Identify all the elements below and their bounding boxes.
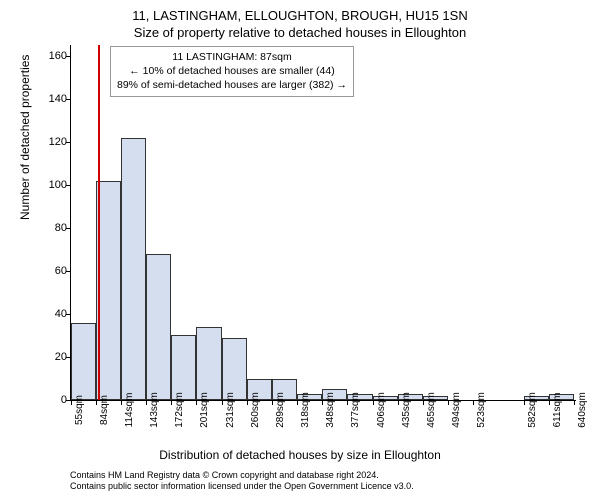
xtick-mark xyxy=(549,400,550,405)
xtick-label: 201sqm xyxy=(199,392,210,428)
xtick-label: 348sqm xyxy=(325,392,336,428)
histogram-bar xyxy=(196,327,222,400)
xtick-mark xyxy=(146,400,147,405)
ytick-label: 100 xyxy=(43,179,67,191)
xtick-mark xyxy=(448,400,449,405)
chart-area: 02040608010012014016055sqm84sqm114sqm143… xyxy=(70,45,575,400)
xtick-label: 435sqm xyxy=(401,392,412,428)
title-sub: Size of property relative to detached ho… xyxy=(0,23,600,40)
footer-attribution: Contains HM Land Registry data © Crown c… xyxy=(70,470,414,492)
xtick-label: 289sqm xyxy=(275,392,286,428)
xtick-label: 172sqm xyxy=(174,392,185,428)
xtick-mark xyxy=(272,400,273,405)
histogram-bar xyxy=(71,323,96,400)
xtick-label: 494sqm xyxy=(451,392,462,428)
xtick-mark xyxy=(247,400,248,405)
xtick-label: 114sqm xyxy=(124,393,135,428)
xtick-label: 465sqm xyxy=(426,392,437,428)
histogram-bar xyxy=(96,181,121,400)
x-axis-label: Distribution of detached houses by size … xyxy=(0,448,600,462)
annotation-box: 11 LASTINGHAM: 87sqm ← 10% of detached h… xyxy=(110,46,354,97)
histogram-bar xyxy=(121,138,146,400)
xtick-mark xyxy=(222,400,223,405)
xtick-label: 611sqm xyxy=(552,393,563,428)
histogram-bar xyxy=(171,335,196,400)
property-marker-line xyxy=(98,45,100,400)
ytick-label: 60 xyxy=(43,265,67,277)
xtick-mark xyxy=(373,400,374,405)
xtick-label: 318sqm xyxy=(300,392,311,428)
xtick-mark xyxy=(96,400,97,405)
xtick-mark xyxy=(71,400,72,405)
chart-container: 11, LASTINGHAM, ELLOUGHTON, BROUGH, HU15… xyxy=(0,0,600,500)
xtick-label: 406sqm xyxy=(376,392,387,428)
title-main: 11, LASTINGHAM, ELLOUGHTON, BROUGH, HU15… xyxy=(0,0,600,23)
annotation-line3: 89% of semi-detached houses are larger (… xyxy=(117,78,347,92)
xtick-mark xyxy=(196,400,197,405)
xtick-mark xyxy=(297,400,298,405)
xtick-mark xyxy=(347,400,348,405)
footer-line1: Contains HM Land Registry data © Crown c… xyxy=(70,470,414,481)
xtick-mark xyxy=(423,400,424,405)
xtick-mark xyxy=(121,400,122,405)
plot-region: 02040608010012014016055sqm84sqm114sqm143… xyxy=(70,45,576,401)
xtick-label: 143sqm xyxy=(149,392,160,428)
histogram-bar xyxy=(222,338,247,400)
annotation-line2: ← 10% of detached houses are smaller (44… xyxy=(117,64,347,78)
ytick-label: 120 xyxy=(43,136,67,148)
footer-line2: Contains public sector information licen… xyxy=(70,481,414,492)
y-axis-label: Number of detached properties xyxy=(18,55,32,220)
ytick-label: 160 xyxy=(43,50,67,62)
ytick-label: 20 xyxy=(43,351,67,363)
xtick-label: 231sqm xyxy=(225,392,236,428)
xtick-mark xyxy=(171,400,172,405)
xtick-mark xyxy=(322,400,323,405)
xtick-mark xyxy=(473,400,474,405)
xtick-label: 377sqm xyxy=(350,392,361,428)
xtick-mark xyxy=(524,400,525,405)
ytick-label: 80 xyxy=(43,222,67,234)
xtick-label: 84sqm xyxy=(99,395,110,425)
xtick-label: 582sqm xyxy=(527,392,538,428)
ytick-label: 140 xyxy=(43,93,67,105)
xtick-mark xyxy=(398,400,399,405)
xtick-mark xyxy=(574,400,575,405)
xtick-label: 523sqm xyxy=(476,392,487,428)
xtick-label: 260sqm xyxy=(250,392,261,428)
xtick-label: 640sqm xyxy=(577,392,588,428)
annotation-line1: 11 LASTINGHAM: 87sqm xyxy=(117,50,347,64)
ytick-label: 0 xyxy=(43,394,67,406)
ytick-label: 40 xyxy=(43,308,67,320)
xtick-label: 55sqm xyxy=(74,395,85,425)
histogram-bar xyxy=(146,254,171,400)
